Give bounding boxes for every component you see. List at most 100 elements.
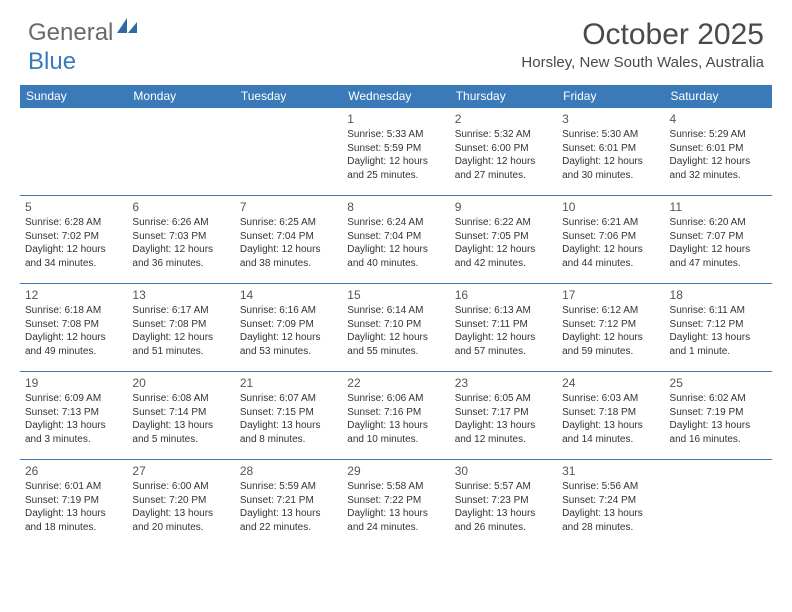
calendar-day-cell: 16Sunrise: 6:13 AMSunset: 7:11 PMDayligh… [450, 284, 557, 372]
sunrise-line: Sunrise: 5:56 AM [562, 480, 659, 494]
sunset-line: Sunset: 7:15 PM [240, 406, 337, 420]
calendar-day-cell [665, 460, 772, 541]
sunrise-line: Sunrise: 5:32 AM [455, 128, 552, 142]
day-number: 25 [670, 375, 767, 391]
day-number: 3 [562, 111, 659, 127]
daylight-line: Daylight: 12 hours and 32 minutes. [670, 155, 767, 182]
sunrise-line: Sunrise: 5:59 AM [240, 480, 337, 494]
calendar-day-cell: 9Sunrise: 6:22 AMSunset: 7:05 PMDaylight… [450, 196, 557, 284]
sunset-line: Sunset: 7:17 PM [455, 406, 552, 420]
daylight-line: Daylight: 13 hours and 28 minutes. [562, 507, 659, 534]
sunrise-line: Sunrise: 6:24 AM [347, 216, 444, 230]
sunrise-line: Sunrise: 5:58 AM [347, 480, 444, 494]
sunset-line: Sunset: 7:12 PM [562, 318, 659, 332]
calendar-week-row: 26Sunrise: 6:01 AMSunset: 7:19 PMDayligh… [20, 460, 772, 541]
daylight-line: Daylight: 12 hours and 57 minutes. [455, 331, 552, 358]
day-number: 2 [455, 111, 552, 127]
calendar-day-cell [235, 108, 342, 196]
daylight-line: Daylight: 12 hours and 55 minutes. [347, 331, 444, 358]
day-number: 30 [455, 463, 552, 479]
sunrise-line: Sunrise: 6:11 AM [670, 304, 767, 318]
calendar-day-cell: 7Sunrise: 6:25 AMSunset: 7:04 PMDaylight… [235, 196, 342, 284]
daylight-line: Daylight: 12 hours and 53 minutes. [240, 331, 337, 358]
logo: General [28, 18, 141, 47]
sunset-line: Sunset: 7:08 PM [25, 318, 122, 332]
sunset-line: Sunset: 7:08 PM [132, 318, 229, 332]
daylight-line: Daylight: 13 hours and 12 minutes. [455, 419, 552, 446]
page-title: October 2025 [521, 18, 764, 52]
calendar-day-cell: 26Sunrise: 6:01 AMSunset: 7:19 PMDayligh… [20, 460, 127, 541]
day-number: 24 [562, 375, 659, 391]
sunrise-line: Sunrise: 5:30 AM [562, 128, 659, 142]
sunset-line: Sunset: 7:22 PM [347, 494, 444, 508]
daylight-line: Daylight: 12 hours and 44 minutes. [562, 243, 659, 270]
sunrise-line: Sunrise: 6:26 AM [132, 216, 229, 230]
day-number: 1 [347, 111, 444, 127]
sunset-line: Sunset: 7:09 PM [240, 318, 337, 332]
calendar-day-cell: 18Sunrise: 6:11 AMSunset: 7:12 PMDayligh… [665, 284, 772, 372]
calendar-day-cell: 21Sunrise: 6:07 AMSunset: 7:15 PMDayligh… [235, 372, 342, 460]
day-number: 13 [132, 287, 229, 303]
calendar-day-cell: 25Sunrise: 6:02 AMSunset: 7:19 PMDayligh… [665, 372, 772, 460]
sunrise-line: Sunrise: 6:18 AM [25, 304, 122, 318]
calendar-day-cell: 23Sunrise: 6:05 AMSunset: 7:17 PMDayligh… [450, 372, 557, 460]
header: General October 2025 Horsley, New South … [0, 0, 792, 79]
logo-text-general: General [28, 19, 113, 47]
daylight-line: Daylight: 12 hours and 59 minutes. [562, 331, 659, 358]
weekday-header: Saturday [665, 85, 772, 108]
calendar-week-row: 5Sunrise: 6:28 AMSunset: 7:02 PMDaylight… [20, 196, 772, 284]
sunrise-line: Sunrise: 6:28 AM [25, 216, 122, 230]
sunset-line: Sunset: 7:03 PM [132, 230, 229, 244]
daylight-line: Daylight: 12 hours and 30 minutes. [562, 155, 659, 182]
daylight-line: Daylight: 12 hours and 34 minutes. [25, 243, 122, 270]
calendar-day-cell: 29Sunrise: 5:58 AMSunset: 7:22 PMDayligh… [342, 460, 449, 541]
sunrise-line: Sunrise: 5:33 AM [347, 128, 444, 142]
day-number: 16 [455, 287, 552, 303]
sunset-line: Sunset: 6:01 PM [562, 142, 659, 156]
calendar-day-cell: 12Sunrise: 6:18 AMSunset: 7:08 PMDayligh… [20, 284, 127, 372]
day-number: 22 [347, 375, 444, 391]
sunrise-line: Sunrise: 5:29 AM [670, 128, 767, 142]
calendar-day-cell: 19Sunrise: 6:09 AMSunset: 7:13 PMDayligh… [20, 372, 127, 460]
weekday-header-row: SundayMondayTuesdayWednesdayThursdayFrid… [20, 85, 772, 108]
sunset-line: Sunset: 7:05 PM [455, 230, 552, 244]
sunset-line: Sunset: 7:04 PM [347, 230, 444, 244]
day-number: 26 [25, 463, 122, 479]
sunset-line: Sunset: 7:18 PM [562, 406, 659, 420]
day-number: 14 [240, 287, 337, 303]
daylight-line: Daylight: 13 hours and 16 minutes. [670, 419, 767, 446]
day-number: 17 [562, 287, 659, 303]
sunrise-line: Sunrise: 6:07 AM [240, 392, 337, 406]
calendar-day-cell: 27Sunrise: 6:00 AMSunset: 7:20 PMDayligh… [127, 460, 234, 541]
daylight-line: Daylight: 13 hours and 18 minutes. [25, 507, 122, 534]
daylight-line: Daylight: 12 hours and 47 minutes. [670, 243, 767, 270]
day-number: 19 [25, 375, 122, 391]
sunrise-line: Sunrise: 6:20 AM [670, 216, 767, 230]
day-number: 10 [562, 199, 659, 215]
sunset-line: Sunset: 5:59 PM [347, 142, 444, 156]
sunset-line: Sunset: 7:19 PM [25, 494, 122, 508]
calendar-day-cell: 8Sunrise: 6:24 AMSunset: 7:04 PMDaylight… [342, 196, 449, 284]
calendar-week-row: 1Sunrise: 5:33 AMSunset: 5:59 PM Daylight… [20, 108, 772, 196]
calendar-day-cell: 6Sunrise: 6:26 AMSunset: 7:03 PMDaylight… [127, 196, 234, 284]
daylight-line: Daylight: 13 hours and 5 minutes. [132, 419, 229, 446]
sunrise-line: Sunrise: 6:03 AM [562, 392, 659, 406]
sunset-line: Sunset: 7:02 PM [25, 230, 122, 244]
calendar-week-row: 19Sunrise: 6:09 AMSunset: 7:13 PMDayligh… [20, 372, 772, 460]
calendar-day-cell [127, 108, 234, 196]
sunrise-line: Sunrise: 6:05 AM [455, 392, 552, 406]
calendar-day-cell: 20Sunrise: 6:08 AMSunset: 7:14 PMDayligh… [127, 372, 234, 460]
daylight-line: Daylight: 13 hours and 10 minutes. [347, 419, 444, 446]
calendar-day-cell: 24Sunrise: 6:03 AMSunset: 7:18 PMDayligh… [557, 372, 664, 460]
sunset-line: Sunset: 7:21 PM [240, 494, 337, 508]
sunset-line: Sunset: 7:24 PM [562, 494, 659, 508]
calendar-day-cell: 3Sunrise: 5:30 AMSunset: 6:01 PMDaylight… [557, 108, 664, 196]
sunrise-line: Sunrise: 6:00 AM [132, 480, 229, 494]
sunrise-line: Sunrise: 6:22 AM [455, 216, 552, 230]
logo-text-blue: Blue [28, 48, 76, 75]
logo-blue-wrap: Blue [28, 48, 76, 76]
calendar-day-cell: 10Sunrise: 6:21 AMSunset: 7:06 PMDayligh… [557, 196, 664, 284]
daylight-line: Daylight: 12 hours and 42 minutes. [455, 243, 552, 270]
sunrise-line: Sunrise: 6:09 AM [25, 392, 122, 406]
sunrise-line: Sunrise: 6:14 AM [347, 304, 444, 318]
